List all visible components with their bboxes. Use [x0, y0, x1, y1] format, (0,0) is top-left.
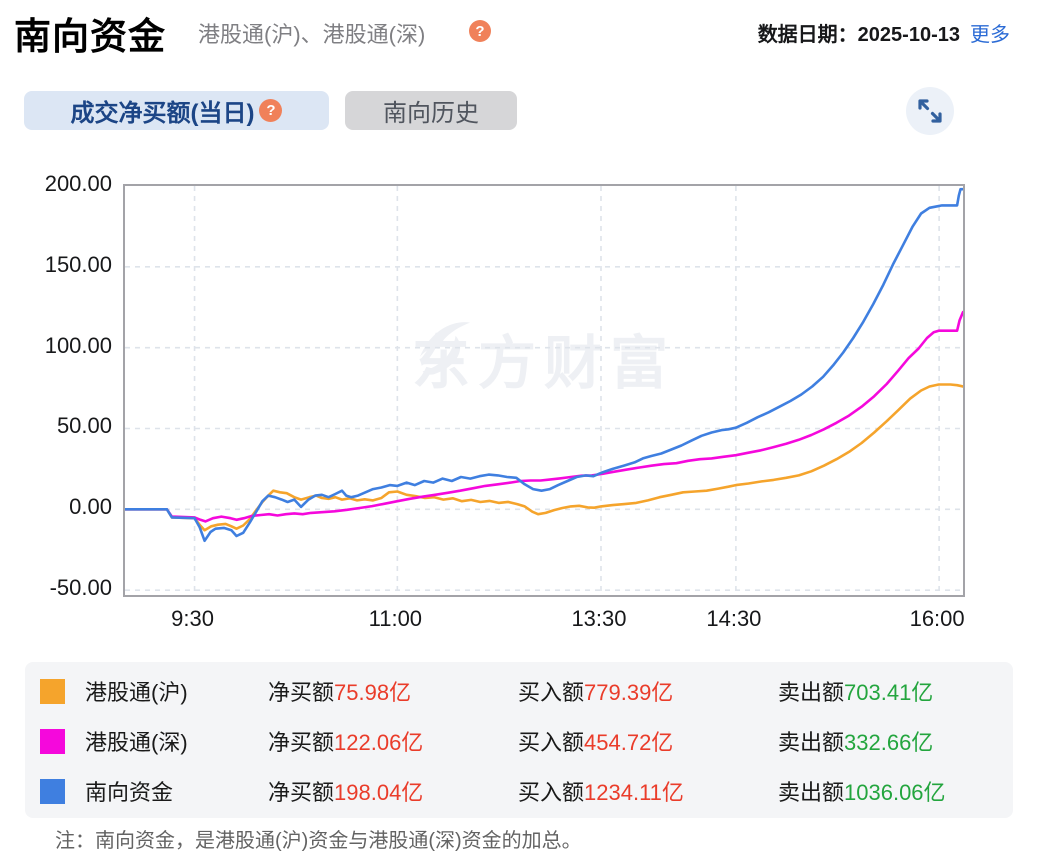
legend-sell-value: 332.66亿: [844, 730, 934, 755]
y-tick-label: 200.00: [44, 171, 112, 196]
legend-buy-cell: 买入额454.72亿: [518, 725, 778, 757]
series-line: [125, 187, 963, 543]
legend-buy-value: 454.72亿: [584, 730, 674, 755]
legend-series-name: 港股通(沪): [85, 680, 188, 705]
line-chart-plot-area[interactable]: 东方财富: [123, 184, 965, 597]
x-tick-label: 13:30: [571, 606, 627, 631]
legend-row: 南向资金 净买额198.04亿 买入额1234.11亿 卖出额1036.06亿: [40, 766, 1013, 816]
x-tick-label: 9:30: [171, 606, 214, 631]
legend-buy-label: 买入额: [518, 780, 585, 805]
legend-net-label: 净买额: [268, 680, 335, 705]
legend-series-name: 港股通(深): [85, 730, 188, 755]
series-line: [125, 310, 963, 523]
legend-buy-label: 买入额: [518, 730, 585, 755]
footnote: 注：南向资金，是港股通(沪)资金与港股通(深)资金的加总。: [55, 830, 582, 852]
legend-net-label: 净买额: [268, 780, 335, 805]
legend-net-cell: 净买额75.98亿: [268, 675, 518, 707]
legend-net-cell: 净买额122.06亿: [268, 725, 518, 757]
legend-net-value: 198.04亿: [334, 780, 424, 805]
data-date: 数据日期：2025-10-13 更多: [758, 18, 1010, 47]
tab-help-icon[interactable]: ?: [259, 99, 283, 122]
tab-southbound-history[interactable]: 南向历史: [345, 91, 517, 130]
legend-sell-cell: 卖出额332.66亿: [778, 725, 1013, 757]
more-link[interactable]: 更多: [970, 24, 1010, 46]
legend-sell-label: 卖出额: [778, 680, 845, 705]
legend-net-cell: 净买额198.04亿: [268, 775, 518, 807]
legend-net-value: 122.06亿: [334, 730, 424, 755]
y-tick-label: 150.00: [44, 251, 112, 277]
y-tick-label: -50.00: [49, 575, 112, 601]
legend-swatch: [40, 778, 65, 804]
expand-diagonal-icon: [918, 99, 942, 123]
legend-series-name: 南向资金: [85, 780, 174, 805]
legend-buy-label: 买入额: [518, 680, 585, 705]
legend-swatch: [40, 678, 65, 704]
x-tick-label: 14:30: [706, 606, 762, 631]
legend-sell-label: 卖出额: [778, 730, 845, 755]
page-title: 南向资金: [14, 16, 166, 57]
legend-panel: 港股通(沪) 净买额75.98亿 买入额779.39亿 卖出额703.41亿 港股通(深…: [25, 662, 1013, 818]
legend-sell-value: 1036.06亿: [844, 780, 946, 805]
subtitle-help-icon[interactable]: ?: [469, 20, 491, 42]
legend-net-value: 75.98亿: [334, 680, 412, 705]
legend-sell-cell: 卖出额1036.06亿: [778, 775, 1013, 807]
tab-net-buy-today[interactable]: 成交净买额(当日) ?: [24, 91, 329, 130]
legend-buy-cell: 买入额779.39亿: [518, 675, 778, 707]
chart-canvas: [125, 186, 963, 595]
fullscreen-button[interactable]: [906, 87, 954, 135]
legend-row: 港股通(沪) 净买额75.98亿 买入额779.39亿 卖出额703.41亿: [40, 666, 1013, 716]
legend-row: 港股通(深) 净买额122.06亿 买入额454.72亿 卖出额332.66亿: [40, 716, 1013, 766]
y-tick-label: 0.00: [69, 494, 112, 520]
page-subtitle: 港股通(沪)、港股通(深): [198, 22, 426, 47]
legend-buy-value: 1234.11亿: [584, 780, 684, 805]
series-line: [125, 383, 963, 532]
tab-net-buy-today-label: 成交净买额(当日): [70, 100, 255, 127]
legend-buy-value: 779.39亿: [584, 680, 674, 705]
data-date-text: 数据日期：2025-10-13: [757, 24, 960, 46]
legend-sell-label: 卖出额: [778, 780, 845, 805]
legend-net-label: 净买额: [268, 730, 335, 755]
legend-sell-cell: 卖出额703.41亿: [778, 675, 1013, 707]
legend-sell-value: 703.41亿: [844, 680, 934, 705]
legend-buy-cell: 买入额1234.11亿: [518, 775, 778, 807]
y-tick-label: 50.00: [56, 413, 112, 439]
legend-swatch: [40, 728, 65, 754]
x-tick-label: 16:00: [909, 606, 965, 631]
x-tick-label: 11:00: [368, 606, 423, 631]
y-tick-label: 100.00: [44, 332, 112, 358]
tab-southbound-history-label: 南向历史: [383, 100, 479, 127]
